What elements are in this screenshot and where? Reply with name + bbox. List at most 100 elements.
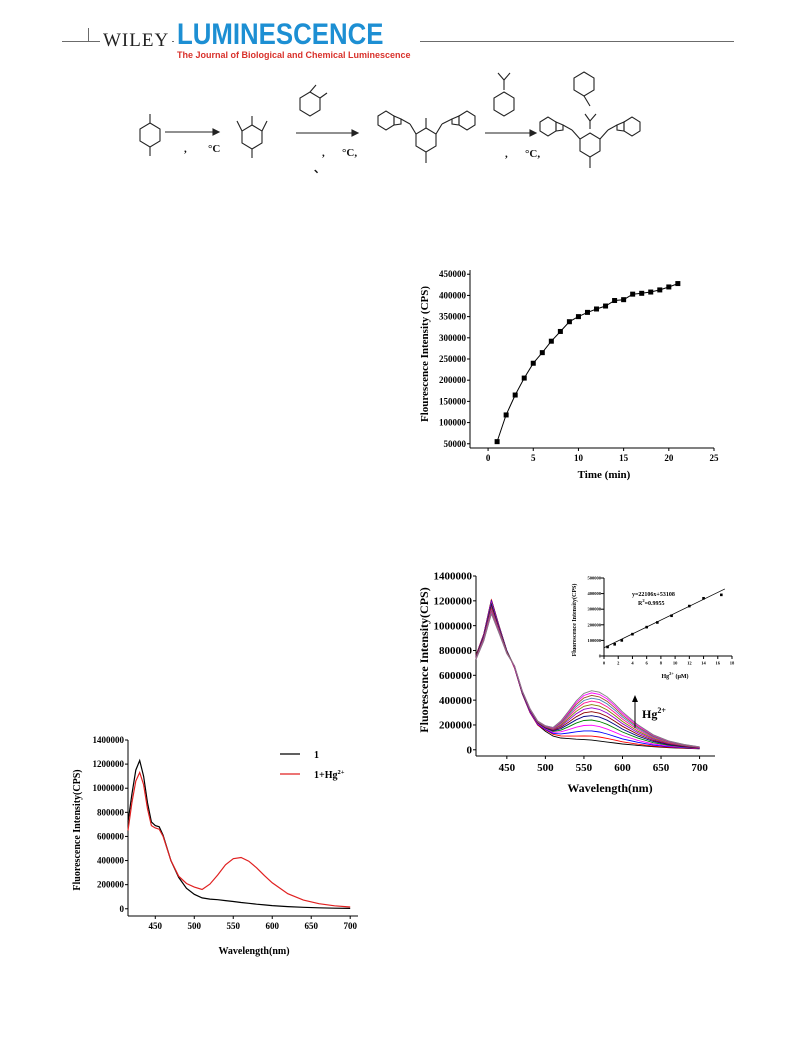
y-tick-label: 600000 [439,670,473,682]
comparison-series-line [127,758,351,909]
x-tick-label: 6 [646,661,649,666]
x-tick-label: 650 [653,762,670,774]
y-tick-label: 1000000 [434,620,473,632]
time-data-point [575,314,581,320]
y-tick-label: 200000 [439,375,467,385]
reaction-arrow-1 [165,128,221,136]
y-tick-label: 1200000 [434,595,473,607]
comparison-chart-axes [127,740,358,917]
time-chart-y-ticks: 50000 100000 150000 200000 250000 300000 35000… [439,269,470,449]
step1-temperature: °C [208,143,220,155]
time-data-point [621,297,627,303]
x-tick-label: 500 [537,762,554,774]
inset-x-ticks: 0 2 4 6 8 10 12 14 16 18 [603,656,735,666]
titration-chart-x-label: Wavelength(nm) [567,781,652,795]
header-tick [88,28,89,42]
y-tick-label: 200000 [97,880,125,890]
y-tick-label: 150000 [439,396,467,406]
journal-name: LUMINESCENCE [177,18,384,51]
reaction-arrow-3 [485,129,538,137]
x-tick-label: 16 [716,661,721,666]
y-tick-label: 100000 [439,418,467,428]
y-tick-label: 100000 [588,638,602,643]
legend-label-1: 1 [314,750,319,761]
x-tick-label: 0 [603,661,606,666]
reaction-arrow-2 [296,129,360,137]
y-tick-label: 500000 [588,576,602,581]
y-tick-label: 1400000 [434,571,473,583]
y-tick-label: 450000 [439,269,467,279]
y-tick-label: 400000 [97,856,125,866]
time-data-point [675,281,681,287]
inset-data-point [606,645,609,649]
inset-data-point [645,625,648,629]
time-chart-axes [469,270,714,449]
x-tick-label: 5 [531,453,536,463]
step3-separator: , [505,148,508,160]
x-tick-label: 550 [576,762,593,774]
time-data-point [594,306,600,312]
inset-data-point [688,604,691,608]
intermediate-1-structure [236,116,268,158]
comparison-chart-series [127,758,351,909]
step3-temperature: °C, [525,148,540,160]
y-tick-label: 200000 [588,622,602,627]
time-data-point [584,309,590,315]
p-xylene-structure [139,114,161,156]
time-chart-x-label: Time (min) [578,469,631,481]
time-data-point [666,284,672,290]
inset-series [603,588,726,649]
time-chart-y-label: Flourescence Intensity (CPS) [419,286,431,422]
comparison-chart-x-label: Wavelength(nm) [218,946,289,957]
titration-series-line [475,612,700,748]
x-tick-label: 450 [499,762,516,774]
comparison-legend: 1 1+Hg2+ [280,750,345,781]
reagent-2-structure [299,84,328,117]
time-series-line [496,283,679,442]
y-tick-label: 0 [599,654,602,659]
titration-chart-series [475,598,700,750]
time-data-point [603,303,609,309]
y-tick-label: 300000 [588,607,602,612]
x-tick-label: 15 [619,453,629,463]
y-tick-label: 200000 [439,720,473,732]
intermediate-2-structure [377,110,476,163]
x-tick-label: 14 [701,661,706,666]
reagent-3-structure [493,72,515,117]
y-tick-label: 800000 [97,807,125,817]
titration-series-line [475,611,700,748]
titration-chart-y-label: Fluorescence Intensity(CPS) [417,587,431,732]
comparison-series-line [127,770,351,908]
x-tick-label: 10 [673,661,678,666]
time-course-chart: 0 5 10 15 20 25 50000 100000 150000 200000 250000… [419,269,719,481]
y-tick-label: 800000 [439,645,473,657]
x-tick-label: 25 [710,453,720,463]
y-tick-label: 400000 [439,290,467,300]
time-data-point [539,350,545,356]
y-tick-label: 1200000 [93,759,125,769]
titration-chart-x-ticks: 450 500 550 600 650 700 [499,756,708,774]
legend-label-2: 1+Hg2+ [314,769,345,781]
synthesis-scheme: , °C , °C, 、 , °C, [139,71,641,175]
x-tick-label: 18 [730,661,735,666]
inset-data-point [702,596,705,600]
inset-y-label: Fluorescence Intensity(CPS) [571,584,578,657]
x-tick-label: 12 [687,661,692,666]
journal-logo: LUMINESCENCE The Journal of Biological a… [174,18,421,60]
linear-fit-inset: 0 2 4 6 8 10 12 14 16 18 0 100000 200000 300000 40000… [571,576,735,681]
time-data-point [503,412,509,418]
time-data-point [557,328,563,334]
inset-data-point [720,593,723,597]
x-tick-label: 550 [227,921,241,931]
step2-temperature: °C, [342,147,357,159]
y-tick-label: 400000 [588,591,602,596]
inset-equation: y=22106x+53108 [632,592,675,598]
time-data-point [548,338,554,344]
titration-spectra-chart: 450 500 550 600 650 700 020000040000060000080… [417,571,735,795]
x-tick-label: 450 [149,921,163,931]
time-chart-x-ticks: 0 5 10 15 20 25 [486,448,719,463]
x-tick-label: 0 [486,453,491,463]
time-data-point [512,392,518,398]
titration-chart-axes [475,576,715,757]
x-tick-label: 10 [574,453,584,463]
